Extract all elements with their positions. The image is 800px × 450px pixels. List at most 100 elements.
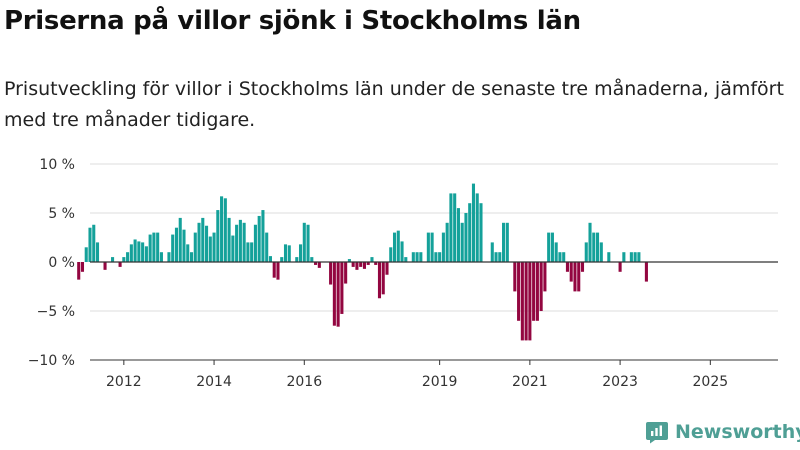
bar (505, 222, 509, 262)
bar (596, 232, 600, 262)
bar (588, 222, 592, 262)
bar (547, 232, 551, 262)
bar (400, 241, 404, 262)
bar (220, 196, 224, 262)
bar (622, 252, 626, 262)
bar (502, 222, 506, 262)
bar (186, 244, 190, 262)
bar (111, 257, 115, 262)
newsworthy-logo-icon (646, 422, 668, 444)
bar (92, 224, 96, 262)
bar (238, 219, 242, 262)
bar (205, 225, 209, 262)
bar (392, 232, 397, 262)
bar (490, 242, 494, 262)
bar (456, 208, 460, 262)
bar (235, 224, 239, 262)
bars (77, 183, 648, 341)
bar (453, 193, 457, 262)
bar (464, 213, 468, 262)
bar (528, 262, 532, 341)
bar (103, 262, 107, 270)
bar (276, 262, 280, 280)
brand-logo-block: Newsworthy (645, 420, 800, 444)
axes: 10 % 5 % 0 % −5 % −10 % 2012 2014 2016 2019 2021 2… (28, 157, 778, 390)
brand-name: Newsworthy (675, 421, 800, 443)
bar (253, 224, 257, 262)
bar (317, 262, 321, 268)
bar (272, 262, 276, 278)
bar (539, 262, 543, 311)
bar (118, 262, 122, 267)
bar (283, 244, 288, 262)
bar (449, 193, 453, 262)
bar (178, 217, 182, 262)
bar (374, 262, 378, 265)
bar (156, 232, 160, 262)
bar (577, 262, 581, 292)
x-tick-label: 2019 (422, 374, 458, 390)
bar (460, 222, 464, 262)
bar (404, 257, 408, 262)
bar (212, 232, 216, 262)
bar (565, 262, 569, 272)
x-tick-label: 2021 (512, 374, 548, 390)
bar (122, 257, 126, 262)
bar (201, 217, 205, 262)
bar (242, 222, 246, 262)
bar (389, 247, 393, 262)
bar (298, 244, 303, 262)
bar (520, 262, 524, 341)
bar (227, 217, 231, 262)
bar (295, 257, 299, 262)
bar (171, 234, 175, 262)
bar (141, 242, 145, 262)
bar (415, 252, 419, 262)
bar (517, 262, 521, 321)
bar (554, 242, 558, 262)
chart-title: Priserna på villor sjönk i Stockholms lä… (4, 6, 581, 36)
bar (396, 230, 400, 262)
y-tick-label: 0 % (48, 255, 75, 271)
bar (550, 232, 554, 262)
bar (569, 262, 573, 282)
bar (351, 262, 355, 267)
bar (193, 232, 197, 262)
bar (280, 257, 284, 262)
y-tick-label: 5 % (48, 206, 75, 222)
bar (411, 252, 415, 262)
bar (633, 252, 637, 262)
bar (223, 198, 227, 262)
x-tick-label: 2023 (602, 374, 638, 390)
bar (438, 252, 442, 262)
bar (366, 262, 370, 265)
bar (287, 245, 291, 262)
bar (599, 242, 603, 262)
bar (385, 262, 389, 275)
bar (152, 232, 156, 262)
bar (329, 262, 333, 285)
bar (126, 252, 130, 262)
bar (302, 222, 306, 262)
bar (532, 262, 536, 321)
bar (77, 262, 81, 280)
bar (268, 256, 272, 262)
bar (261, 210, 265, 262)
bar (95, 242, 100, 262)
bar (250, 242, 254, 262)
x-tick-label: 2025 (693, 374, 729, 390)
bar (629, 252, 633, 262)
bar (216, 210, 220, 262)
bar (344, 262, 348, 284)
bar (445, 222, 449, 262)
bar (80, 262, 85, 272)
bar (471, 183, 476, 262)
bar (148, 234, 152, 262)
bar (592, 232, 596, 262)
bar (340, 262, 344, 314)
bar (129, 244, 133, 262)
y-tick-label: −5 % (37, 304, 75, 320)
bar (306, 224, 310, 262)
bar (573, 262, 577, 292)
bar (144, 246, 148, 262)
